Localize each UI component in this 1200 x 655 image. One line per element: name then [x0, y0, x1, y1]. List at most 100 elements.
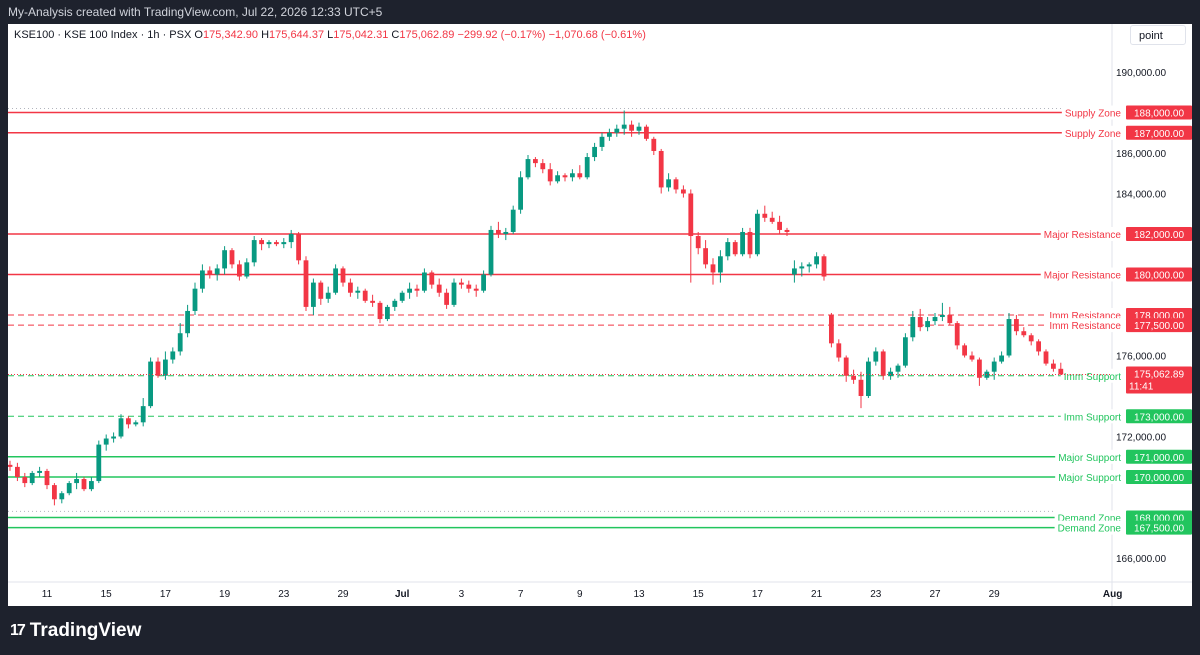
candle [1058, 362, 1064, 375]
candle-body [237, 264, 242, 277]
price-scale-mode-button[interactable]: point [1130, 25, 1186, 45]
candle [703, 240, 708, 269]
candle [1021, 327, 1027, 338]
candle-body [503, 231, 509, 234]
x-tick-label: 17 [752, 589, 764, 600]
candle [318, 280, 324, 305]
candle [614, 124, 620, 137]
candle [792, 260, 797, 283]
level-price-tag-bg [1126, 520, 1192, 535]
candle-body [318, 282, 324, 299]
candle-body [488, 229, 494, 275]
candle-body [74, 479, 79, 484]
candle [1028, 333, 1034, 346]
candle-body [725, 242, 731, 257]
candle [37, 466, 42, 477]
candlestick-chart[interactable]: 190,000.00 186,000.00 184,000.00 176,000.00… [8, 24, 1192, 606]
candle [607, 128, 612, 141]
y-tick-label: 176,000.00 [1116, 352, 1166, 363]
candle [1051, 359, 1056, 372]
candle-body [954, 323, 960, 346]
level-price-tag-text: 182,000.00 [1134, 230, 1184, 241]
candle [333, 264, 338, 295]
candle [851, 369, 856, 384]
candle [518, 171, 523, 214]
candle [148, 357, 153, 409]
candle-body [1036, 341, 1041, 352]
candle [126, 416, 131, 429]
candle [392, 298, 398, 311]
candle-body [59, 493, 65, 500]
level-price-tag-bg [1126, 267, 1192, 282]
candle [451, 278, 457, 307]
candle-body [1051, 363, 1056, 369]
candle-body [925, 321, 930, 328]
candle [111, 432, 116, 443]
footer-bar: 17 TradingView [0, 606, 1200, 655]
candle-body [969, 355, 975, 360]
candle [385, 304, 390, 322]
x-tick-label: 17 [160, 589, 172, 600]
level-label-bg [1061, 125, 1124, 140]
x-tick-label: 19 [219, 589, 231, 600]
candle-body [962, 345, 967, 356]
candle [836, 339, 842, 362]
level-price-tag-bg [1126, 105, 1192, 120]
level-label-bg [1055, 449, 1124, 464]
candle [718, 250, 723, 283]
candle [814, 252, 819, 269]
candle-body [118, 418, 124, 437]
level-price-tag: 167,500.00 [1126, 520, 1192, 535]
candle [644, 124, 649, 141]
candle [547, 163, 553, 186]
level-price-tag: 180,000.00 [1126, 267, 1192, 282]
candle-body [866, 361, 871, 396]
candle [444, 288, 449, 309]
level-price-tag-bg [1126, 449, 1192, 464]
candle [599, 132, 605, 151]
candle-body [570, 173, 575, 178]
y-tick-label: 190,000.00 [1116, 68, 1166, 79]
candle [481, 270, 486, 293]
candle [666, 173, 671, 192]
candle [251, 236, 257, 267]
candle [237, 260, 242, 281]
level-label: Major Support [1058, 473, 1121, 484]
x-tick-label: 7 [518, 589, 524, 600]
open-label: O [194, 29, 203, 41]
candle [466, 280, 472, 293]
candle [177, 323, 183, 356]
candle [259, 238, 264, 251]
candle [999, 351, 1004, 364]
candle-body [718, 256, 723, 273]
tradingview-logo-icon: 17 [10, 622, 26, 639]
level-label: Major Support [1058, 453, 1121, 464]
candle [422, 268, 427, 293]
candle-body [584, 157, 590, 178]
chart-panel[interactable]: 190,000.00 186,000.00 184,000.00 176,000.00… [8, 24, 1192, 606]
tradingview-logo[interactable]: 17 TradingView [10, 620, 141, 642]
candle-body [185, 310, 190, 334]
candle [695, 231, 701, 255]
level-price-tag-text: 167,500.00 [1134, 524, 1184, 535]
candle-body [688, 193, 694, 237]
candle [281, 238, 287, 249]
x-tick-label: 15 [101, 589, 113, 600]
candle-body [155, 361, 161, 376]
candle-body [999, 355, 1004, 362]
candle-body [385, 306, 390, 320]
candle [29, 470, 35, 486]
level-label-bg [1061, 105, 1124, 120]
candle [806, 262, 812, 273]
candle-body [355, 290, 361, 293]
candle-body [296, 234, 301, 261]
candle-body [170, 351, 176, 360]
level-price-tag: 170,000.00 [1126, 470, 1192, 484]
candle-body [429, 272, 435, 285]
level-price-tag: 188,000.00 [1126, 105, 1192, 120]
candle-body [148, 361, 153, 407]
candle [880, 349, 886, 380]
candle-body [303, 260, 309, 307]
candle-body [15, 466, 20, 477]
y-tick-label: 186,000.00 [1116, 149, 1166, 160]
